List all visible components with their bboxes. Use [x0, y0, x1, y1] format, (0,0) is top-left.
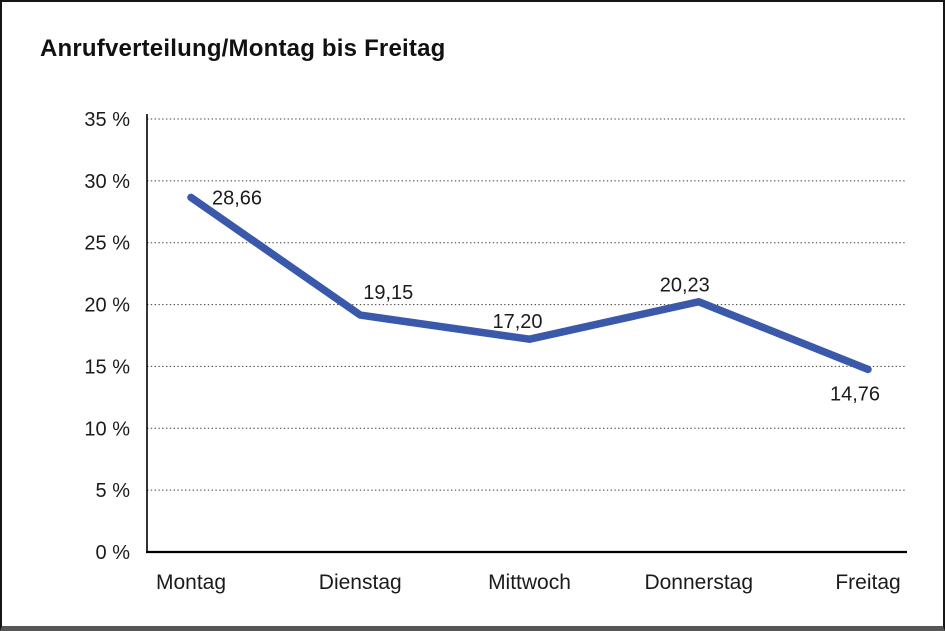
- y-axis-tick-label: 5 %: [96, 480, 131, 502]
- y-axis-tick-label: 20 %: [84, 295, 130, 317]
- x-axis-category-label: Montag: [156, 571, 226, 594]
- y-axis-tick-label: 25 %: [84, 233, 130, 255]
- y-axis-tick-label: 0 %: [96, 542, 131, 564]
- data-point-label: 20,23: [660, 275, 710, 297]
- x-axis-category-label: Freitag: [835, 571, 900, 594]
- x-axis-category-label: Donnerstag: [644, 571, 753, 594]
- data-point-label: 19,15: [363, 282, 413, 304]
- y-axis-tick-label: 15 %: [84, 356, 130, 378]
- data-point-label: 28,66: [212, 187, 262, 209]
- x-axis-category-label: Dienstag: [319, 571, 402, 594]
- data-point-label: 17,20: [492, 311, 542, 333]
- data-point-label: 14,76: [830, 383, 880, 405]
- y-axis-tick-label: 35 %: [84, 109, 130, 131]
- y-axis-tick-label: 10 %: [84, 418, 130, 440]
- y-axis-tick-label: 30 %: [84, 171, 130, 193]
- chart-title: Anrufverteilung/Montag bis Freitag: [40, 35, 446, 62]
- x-axis-category-label: Mittwoch: [488, 571, 571, 594]
- data-line: [187, 193, 872, 374]
